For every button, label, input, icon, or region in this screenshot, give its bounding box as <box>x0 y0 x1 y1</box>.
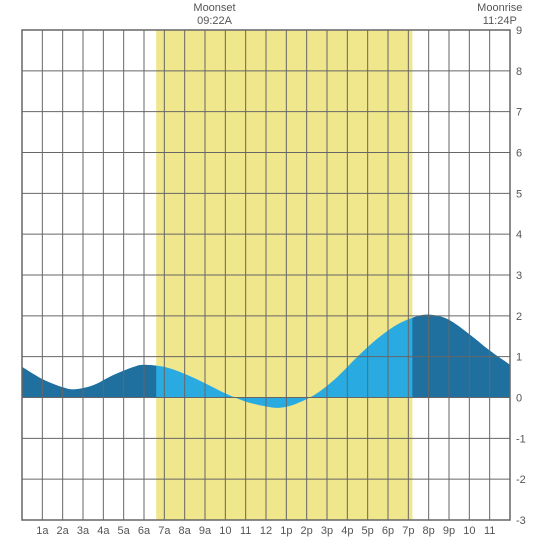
x-tick-label: 5a <box>118 525 131 537</box>
moon-event-label: Moonset09:22A <box>188 2 242 28</box>
y-tick-label: -1 <box>516 433 526 445</box>
y-tick-label: 6 <box>516 148 522 160</box>
y-tick-label: 1 <box>516 352 522 364</box>
x-tick-label: 11 <box>240 525 251 537</box>
x-tick-label: 1p <box>280 525 292 537</box>
moon-event-time: 09:22A <box>188 15 242 28</box>
x-tick-label: 7a <box>158 525 171 537</box>
y-tick-label: 7 <box>516 107 522 119</box>
moon-event-title: Moonset <box>188 2 242 15</box>
x-tick-label: 3p <box>321 525 333 537</box>
x-tick-label: 8p <box>423 525 435 537</box>
moon-event-title: Moonrise <box>473 2 527 15</box>
x-tick-label: 7p <box>402 525 414 537</box>
y-tick-label: -3 <box>516 515 526 527</box>
y-tick-label: 2 <box>516 311 522 323</box>
y-tick-label: 5 <box>516 188 522 200</box>
y-tick-label: 8 <box>516 66 522 78</box>
chart-svg: -3-2-101234567891a2a3a4a5a6a7a8a9a101112… <box>0 0 550 550</box>
moon-event-label: Moonrise11:24P <box>473 2 527 28</box>
y-tick-label: 3 <box>516 270 522 282</box>
x-tick-label: 6p <box>382 525 394 537</box>
moon-event-time: 11:24P <box>473 15 527 28</box>
x-tick-label: 6a <box>138 525 151 537</box>
y-tick-label: 4 <box>516 229 522 241</box>
x-tick-label: 5p <box>362 525 374 537</box>
x-tick-label: 9p <box>443 525 455 537</box>
x-tick-label: 4a <box>97 525 110 537</box>
x-tick-label: 3a <box>77 525 90 537</box>
x-tick-label: 12 <box>260 525 272 537</box>
tide-chart: -3-2-101234567891a2a3a4a5a6a7a8a9a101112… <box>0 0 550 550</box>
x-tick-label: 4p <box>341 525 353 537</box>
x-tick-label: 2a <box>57 525 70 537</box>
x-tick-label: 10 <box>463 525 475 537</box>
x-tick-label: 1a <box>36 525 49 537</box>
y-tick-label: 0 <box>516 393 522 405</box>
x-tick-label: 9a <box>199 525 212 537</box>
x-tick-label: 11 <box>484 525 495 537</box>
x-tick-label: 10 <box>219 525 231 537</box>
x-tick-label: 8a <box>179 525 192 537</box>
x-tick-label: 2p <box>301 525 313 537</box>
y-tick-label: -2 <box>516 474 526 486</box>
